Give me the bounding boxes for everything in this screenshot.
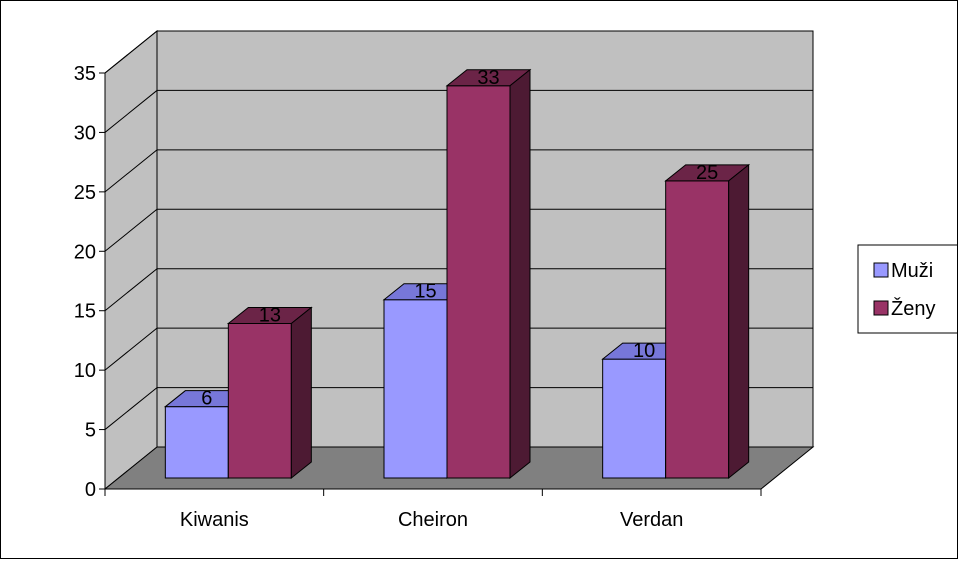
category-label: Kiwanis: [180, 509, 249, 531]
y-tick-label: 10: [74, 360, 96, 382]
data-label: 15: [414, 281, 436, 303]
bar-side: [509, 68, 531, 480]
y-tick-label: 20: [74, 241, 96, 263]
legend-swatch: [873, 300, 889, 316]
bar-front: [446, 85, 511, 479]
gridline: [104, 327, 813, 371]
legend-label: Muži: [891, 260, 933, 282]
legend-box: [857, 244, 958, 334]
data-label: 10: [633, 340, 655, 362]
y-tick-label: 25: [74, 182, 96, 204]
axes: 0 5 10 15 20 25 30 35 Kiwanis Cheiron Verdan: [74, 63, 762, 531]
y-tick-label: 5: [85, 420, 96, 442]
y-tick-label: 30: [74, 122, 96, 144]
data-label: 25: [696, 162, 718, 184]
data-label: 13: [259, 304, 281, 326]
bars: [163, 68, 751, 480]
bar-front: [665, 180, 730, 479]
data-labels: 6 13 15 33 10 25: [201, 67, 718, 410]
gridline: [104, 89, 813, 133]
gridline: [104, 149, 813, 193]
bar-front: [602, 358, 667, 479]
legend: Muži Ženy: [857, 244, 958, 334]
bar-front: [164, 406, 229, 479]
bar: [445, 68, 532, 480]
data-label: 33: [477, 67, 499, 89]
gridline: [104, 30, 813, 74]
bar-front: [227, 322, 292, 479]
legend-swatch: [873, 262, 889, 278]
category-label: Cheiron: [398, 509, 468, 531]
bar-front: [383, 299, 448, 479]
gridline: [104, 268, 813, 312]
category-label: Verdan: [620, 509, 683, 531]
bar-side: [290, 306, 312, 480]
y-tick-label: 0: [85, 479, 96, 501]
bar: [664, 163, 751, 480]
gridlines: [104, 30, 813, 430]
bar-side: [728, 163, 750, 480]
y-tick-label: 35: [74, 63, 96, 85]
gridline: [104, 387, 813, 430]
bar: [226, 306, 313, 480]
gridline: [104, 208, 813, 252]
data-label: 6: [201, 388, 212, 410]
legend-label: Ženy: [891, 297, 935, 320]
side-wall: [104, 29, 158, 491]
y-tick-label: 15: [74, 301, 96, 323]
